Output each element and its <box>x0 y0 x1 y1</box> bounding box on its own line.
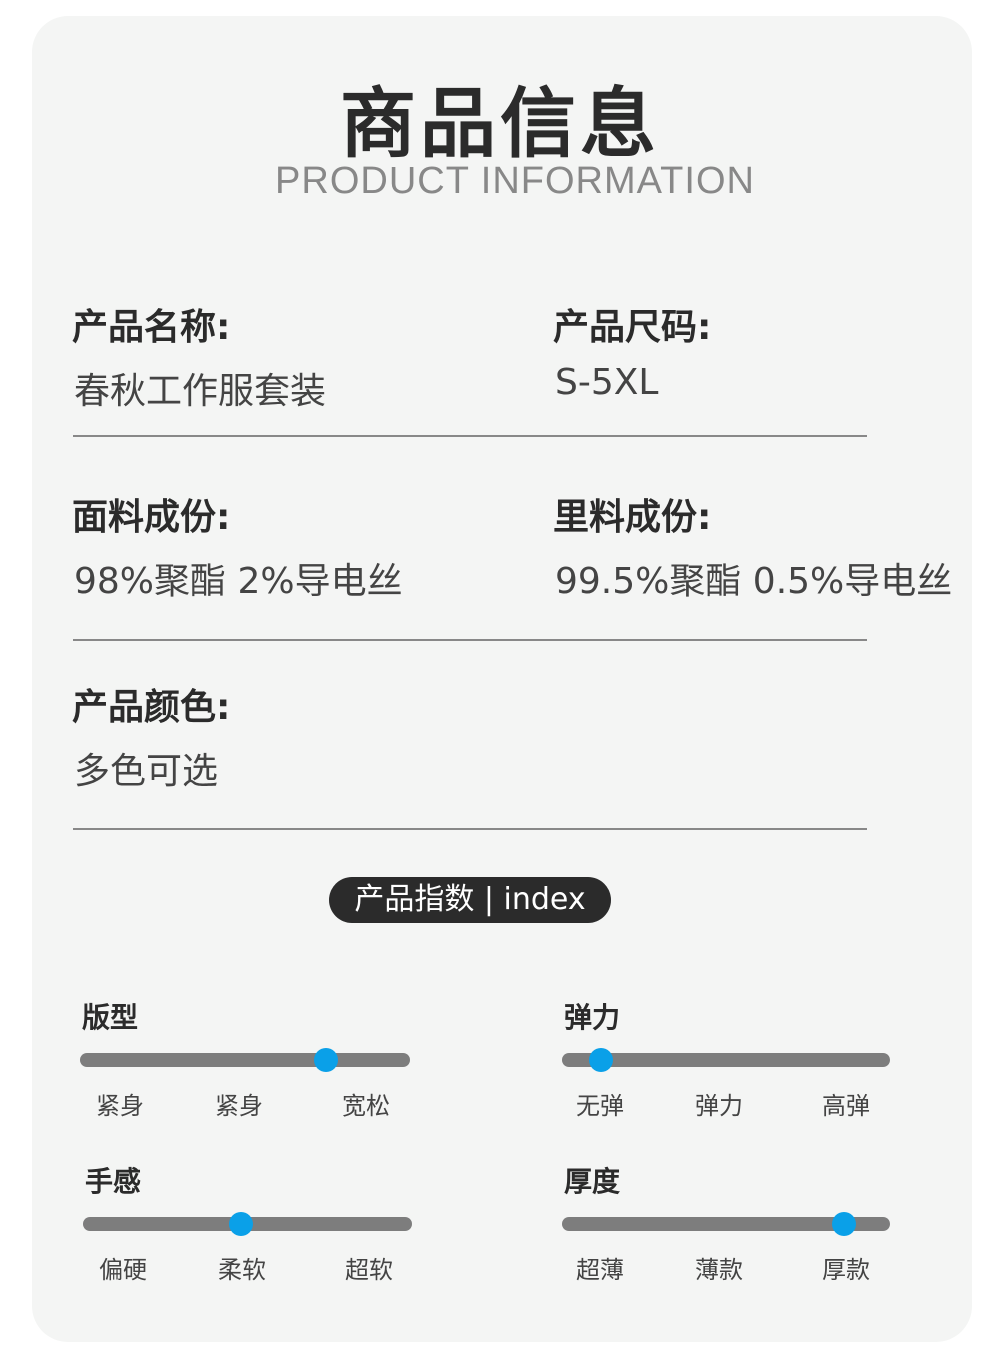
index-title: 弹力 <box>564 1001 621 1034</box>
index-slider-track <box>562 1212 890 1236</box>
field-value-name: 春秋工作服套装 <box>74 371 327 412</box>
index-badge: 产品指数 | index <box>329 877 611 923</box>
divider <box>73 639 867 641</box>
index-tick-label: 超软 <box>345 1256 393 1284</box>
field-value-size: S-5XL <box>555 362 659 403</box>
index-slider-track <box>83 1212 412 1236</box>
index-title: 手感 <box>85 1165 142 1198</box>
index-tick-label: 柔软 <box>218 1256 266 1284</box>
field-label-lining: 里料成份: <box>553 497 712 538</box>
divider <box>73 828 867 830</box>
index-tick-label: 宽松 <box>342 1092 390 1120</box>
index-slider-knob <box>313 1048 338 1072</box>
field-label-fabric: 面料成份: <box>72 497 231 538</box>
field-label-size: 产品尺码: <box>553 307 712 348</box>
index-tick-label: 无弹 <box>576 1092 624 1120</box>
field-value-fabric: 98%聚酯 2%导电丝 <box>74 561 403 602</box>
index-slider-track <box>562 1048 890 1072</box>
index-tick-label: 超薄 <box>576 1256 624 1284</box>
field-value-color: 多色可选 <box>74 751 219 792</box>
page-subtitle: PRODUCT INFORMATION <box>275 160 755 202</box>
field-value-lining: 99.5%聚酯 0.5%导电丝 <box>555 561 953 602</box>
index-tick-label: 偏硬 <box>99 1256 147 1284</box>
index-slider-knob <box>589 1048 614 1072</box>
index-tick-label: 高弹 <box>822 1092 870 1120</box>
field-label-name: 产品名称: <box>72 307 231 348</box>
index-tick-label: 厚款 <box>822 1256 870 1284</box>
index-slider-knob <box>228 1212 253 1236</box>
product-info-card <box>32 16 972 1342</box>
index-tick-label: 紧身 <box>96 1092 144 1120</box>
index-tick-label: 紧身 <box>215 1092 263 1120</box>
index-title: 厚度 <box>564 1165 621 1198</box>
index-tick-label: 薄款 <box>695 1256 743 1284</box>
page-title: 商品信息 <box>340 79 660 168</box>
divider <box>73 435 867 437</box>
index-title: 版型 <box>82 1001 139 1034</box>
field-label-color: 产品颜色: <box>72 687 231 728</box>
index-tick-label: 弹力 <box>695 1092 743 1120</box>
index-slider-track <box>80 1048 410 1072</box>
index-slider-knob <box>832 1212 857 1236</box>
